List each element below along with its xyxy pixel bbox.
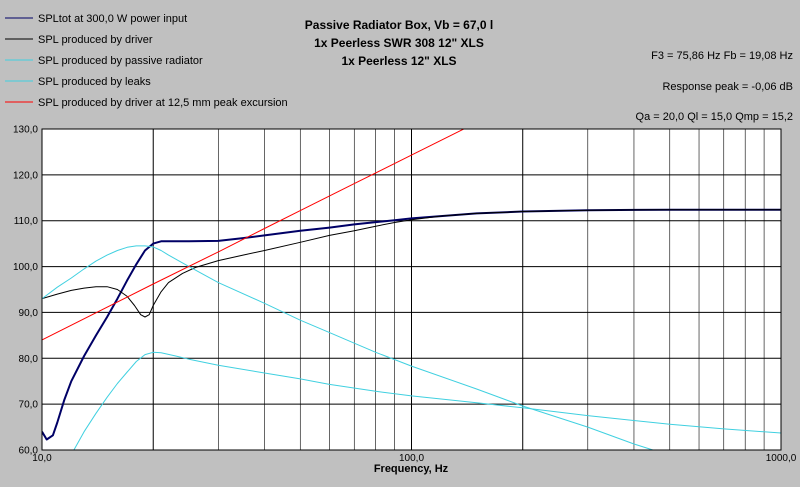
legend-label-4: SPL produced by leaks xyxy=(38,76,151,88)
legend-label-5: SPL produced by driver at 12,5 mm peak e… xyxy=(38,97,288,109)
title-line-3: 1x Peerless 12" XLS xyxy=(341,54,456,68)
x-tick-label: 1000,0 xyxy=(766,453,797,464)
x-tick-label: 10,0 xyxy=(32,453,52,464)
series-line-4 xyxy=(73,351,781,450)
y-tick-label: 120,0 xyxy=(13,170,38,181)
series-line-5 xyxy=(42,129,465,341)
legend-label-1: SPLtot at 300,0 W power input xyxy=(38,13,187,25)
title-line-1: Passive Radiator Box, Vb = 67,0 l xyxy=(305,18,493,32)
x-tick-labels: 10,0 100,0 1000,0 xyxy=(32,453,796,464)
minor-grid xyxy=(152,129,765,450)
legend: SPLtot at 300,0 W power input SPL produce… xyxy=(5,13,288,109)
info-panel: F3 = 75,86 Hz Fb = 19,08 Hz Response peak… xyxy=(636,50,793,123)
y-tick-label: 60,0 xyxy=(19,446,39,457)
y-tick-label: 110,0 xyxy=(14,216,39,227)
legend-label-3: SPL produced by passive radiator xyxy=(38,55,203,67)
info-line-2: Response peak = -0,06 dB xyxy=(662,81,793,93)
plot-border xyxy=(41,128,782,451)
info-line-1: F3 = 75,86 Hz Fb = 19,08 Hz xyxy=(651,50,793,62)
y-tick-label: 90,0 xyxy=(19,308,39,319)
x-axis-title: Frequency, Hz xyxy=(374,463,449,475)
title-line-2: 1x Peerless SWR 308 12" XLS xyxy=(314,36,484,50)
y-tick-label: 70,0 xyxy=(19,400,39,411)
legend-label-2: SPL produced by driver xyxy=(38,34,153,46)
series-line-2 xyxy=(42,209,781,318)
info-line-3: Qa = 20,0 Ql = 15,0 Qmp = 15,2 xyxy=(636,111,793,123)
y-tick-label: 130,0 xyxy=(13,125,38,136)
series-lines xyxy=(42,129,781,450)
chart-title: Passive Radiator Box, Vb = 67,0 l 1x Peer… xyxy=(305,18,493,68)
y-tick-labels: 60,0 70,0 80,0 90,0 100,0 110,0 120,0 130,0 xyxy=(13,125,38,457)
y-tick-label: 100,0 xyxy=(13,262,38,273)
y-tick-label: 80,0 xyxy=(19,354,39,365)
series-line-3 xyxy=(42,245,654,450)
x-tick-label: 100,0 xyxy=(399,453,424,464)
